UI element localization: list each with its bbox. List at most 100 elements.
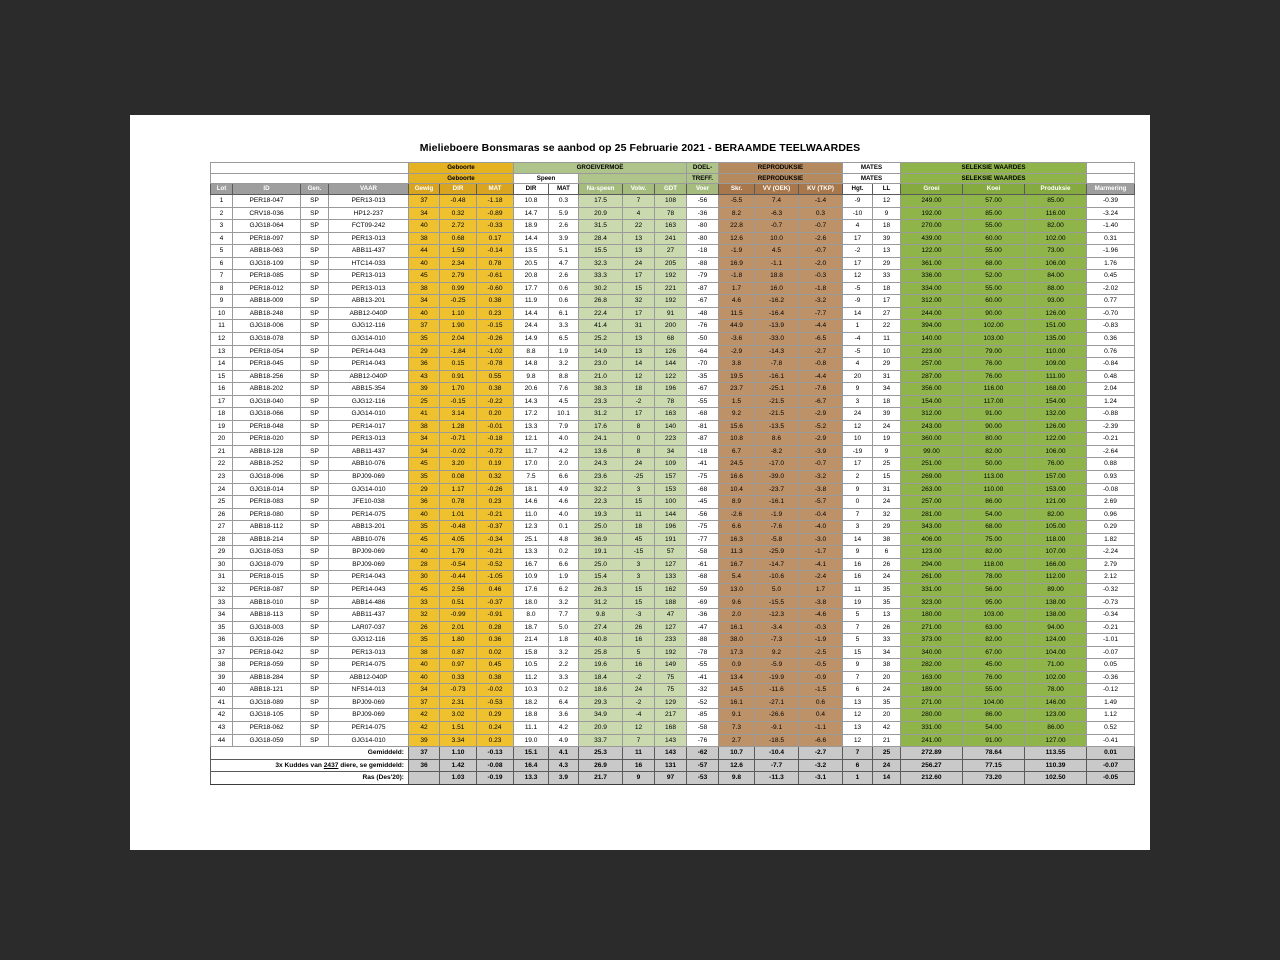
cell-id[interactable]: PER18-059 (232, 658, 301, 672)
cell-koei[interactable]: 80.00 (962, 432, 1025, 446)
cell-hgt[interactable]: 9 (842, 482, 873, 497)
cell-marmering[interactable]: 0.05 (1086, 658, 1135, 672)
cell-produksie[interactable]: 153.00 (1024, 482, 1087, 497)
cell-koei[interactable]: 45.00 (962, 658, 1025, 672)
cell-produksie[interactable]: 132.00 (1024, 407, 1087, 421)
cell-naspeen[interactable]: 25.2 (578, 332, 623, 346)
cell-geb-dir[interactable]: -0.73 (439, 683, 477, 697)
cell-sp-dir[interactable]: 12.3 (513, 520, 549, 534)
cell-marmering[interactable]: 0.36 (1086, 332, 1135, 346)
cell-marmering[interactable]: 0.96 (1086, 507, 1135, 522)
cell-geb-dir[interactable]: 3.14 (439, 407, 477, 421)
table-row[interactable]: 41 GJG18-089 SP BPJ09-069 37 2.31 -0.53 18.2 6.4… (210, 695, 1135, 710)
cell-hgt[interactable]: 11 (842, 582, 873, 597)
column-header-geb-dir[interactable]: DIR (439, 183, 477, 195)
cell-gdt[interactable]: 57 (654, 545, 687, 559)
cell-geb-mat[interactable]: -0.21 (476, 545, 514, 559)
cell-skr[interactable]: 8.9 (718, 495, 755, 509)
cell-geb-mat[interactable]: -1.18 (476, 194, 514, 208)
table-row[interactable]: 24 GJG18-014 SP GJG14-010 29 1.17 -0.26 18.1 4.9… (210, 482, 1135, 497)
cell-voer[interactable]: -77 (686, 532, 719, 547)
cell-groei[interactable]: 122.00 (900, 244, 963, 258)
cell-ll[interactable]: 9 (872, 206, 901, 221)
cell-vv[interactable]: -12.3 (754, 608, 799, 622)
cell-hgt[interactable]: -5 (842, 281, 873, 296)
cell-naspeen[interactable]: 38.3 (578, 382, 623, 396)
cell-naspeen[interactable]: 19.6 (578, 658, 623, 672)
cell-volw[interactable]: 17 (622, 269, 655, 283)
cell-geb-mat[interactable]: -1.05 (476, 570, 514, 584)
cell-kv[interactable]: -0.3 (798, 620, 843, 635)
column-header-kv[interactable]: KV (TKP) (798, 183, 843, 195)
cell-gen[interactable]: SP (300, 369, 329, 384)
cell-naspeen[interactable]: 36.9 (578, 532, 623, 547)
cell-geb-dir[interactable]: 1.28 (439, 419, 477, 434)
cell-koei[interactable]: 55.00 (962, 683, 1025, 697)
cell-skr[interactable]: 14.5 (718, 683, 755, 697)
cell-voer[interactable]: -52 (686, 695, 719, 710)
table-row[interactable]: 20 PER18-020 SP PER13-013 34 -0.71 -0.18 12.1 4.… (210, 432, 1135, 446)
cell-vv[interactable]: -9.1 (754, 720, 799, 735)
cell-groei[interactable]: 257.00 (900, 495, 963, 509)
cell-skr[interactable]: 16.3 (718, 532, 755, 547)
cell-produksie[interactable]: 123.00 (1024, 708, 1087, 722)
cell-marmering[interactable]: -0.07 (1086, 645, 1135, 660)
cell-lot[interactable]: 39 (210, 670, 233, 685)
cell-geb-mat[interactable]: 0.32 (476, 470, 514, 484)
cell-geb-dir[interactable]: 1.79 (439, 545, 477, 559)
cell-produksie[interactable]: 82.00 (1024, 507, 1087, 522)
cell-koei[interactable]: 116.00 (962, 382, 1025, 396)
cell-vaar[interactable]: PER14-075 (328, 720, 409, 735)
cell-groei[interactable]: 360.00 (900, 432, 963, 446)
cell-vaar[interactable]: BPJ09-069 (328, 470, 409, 484)
cell-voer[interactable]: -68 (686, 570, 719, 584)
cell-sp-dir[interactable]: 14.3 (513, 394, 549, 409)
cell-sp-mat[interactable]: 3.3 (548, 319, 579, 333)
cell-gdt[interactable]: 133 (654, 570, 687, 584)
table-row[interactable]: 11 GJG18-006 SP GJG12-116 37 1.90 -0.15 24.4 3.3… (210, 319, 1135, 333)
cell-groei[interactable]: 361.00 (900, 256, 963, 271)
cell-lot[interactable]: 43 (210, 720, 233, 735)
cell-hgt[interactable]: 12 (842, 419, 873, 434)
cell-kv[interactable]: -1.1 (798, 720, 843, 735)
cell-ll[interactable]: 24 (872, 495, 901, 509)
cell-gdt[interactable]: 221 (654, 281, 687, 296)
cell-vaar[interactable]: GJG12-116 (328, 633, 409, 647)
cell-koei[interactable]: 76.00 (962, 670, 1025, 685)
cell-geb-dir[interactable]: 1.90 (439, 319, 477, 333)
cell-volw[interactable]: 3 (622, 482, 655, 497)
cell-geb-mat[interactable]: -0.37 (476, 520, 514, 534)
cell-groei[interactable]: 271.00 (900, 620, 963, 635)
cell-geb-dir[interactable]: 1.01 (439, 507, 477, 522)
cell-vv[interactable]: -16.2 (754, 294, 799, 308)
column-header-koei[interactable]: Koei (962, 183, 1025, 195)
cell-geb-gewig[interactable]: 45 (408, 457, 440, 472)
cell-id[interactable]: GJG18-078 (232, 332, 301, 346)
cell-lot[interactable]: 3 (210, 219, 233, 233)
cell-marmering[interactable]: 0.88 (1086, 457, 1135, 472)
cell-ll[interactable]: 24 (872, 419, 901, 434)
cell-sp-dir[interactable]: 10.5 (513, 658, 549, 672)
cell-lot[interactable]: 19 (210, 419, 233, 434)
cell-produksie[interactable]: 154.00 (1024, 394, 1087, 409)
cell-sp-mat[interactable]: 5.0 (548, 620, 579, 635)
cell-gen[interactable]: SP (300, 482, 329, 497)
cell-vaar[interactable]: GJG14-010 (328, 407, 409, 421)
cell-geb-mat[interactable]: 0.45 (476, 658, 514, 672)
cell-volw[interactable]: -4 (622, 708, 655, 722)
cell-koei[interactable]: 52.00 (962, 269, 1025, 283)
cell-geb-mat[interactable]: 0.36 (476, 633, 514, 647)
cell-vaar[interactable]: PER14-017 (328, 419, 409, 434)
cell-id[interactable]: ABB18-252 (232, 457, 301, 472)
cell-vaar[interactable]: FCT09-242 (328, 219, 409, 233)
table-row[interactable]: 37 PER18-042 SP PER13-013 38 0.87 0.02 15.8 3.2 2… (210, 645, 1135, 660)
cell-geb-gewig[interactable]: 44 (408, 244, 440, 258)
cell-naspeen[interactable]: 41.4 (578, 319, 623, 333)
cell-vv[interactable]: -23.7 (754, 482, 799, 497)
cell-koei[interactable]: 102.00 (962, 319, 1025, 333)
cell-geb-mat[interactable]: 0.02 (476, 645, 514, 660)
cell-sp-dir[interactable]: 18.0 (513, 595, 549, 610)
cell-id[interactable]: ABB18-063 (232, 244, 301, 258)
cell-produksie[interactable]: 85.00 (1024, 194, 1087, 208)
cell-ll[interactable]: 15 (872, 470, 901, 484)
